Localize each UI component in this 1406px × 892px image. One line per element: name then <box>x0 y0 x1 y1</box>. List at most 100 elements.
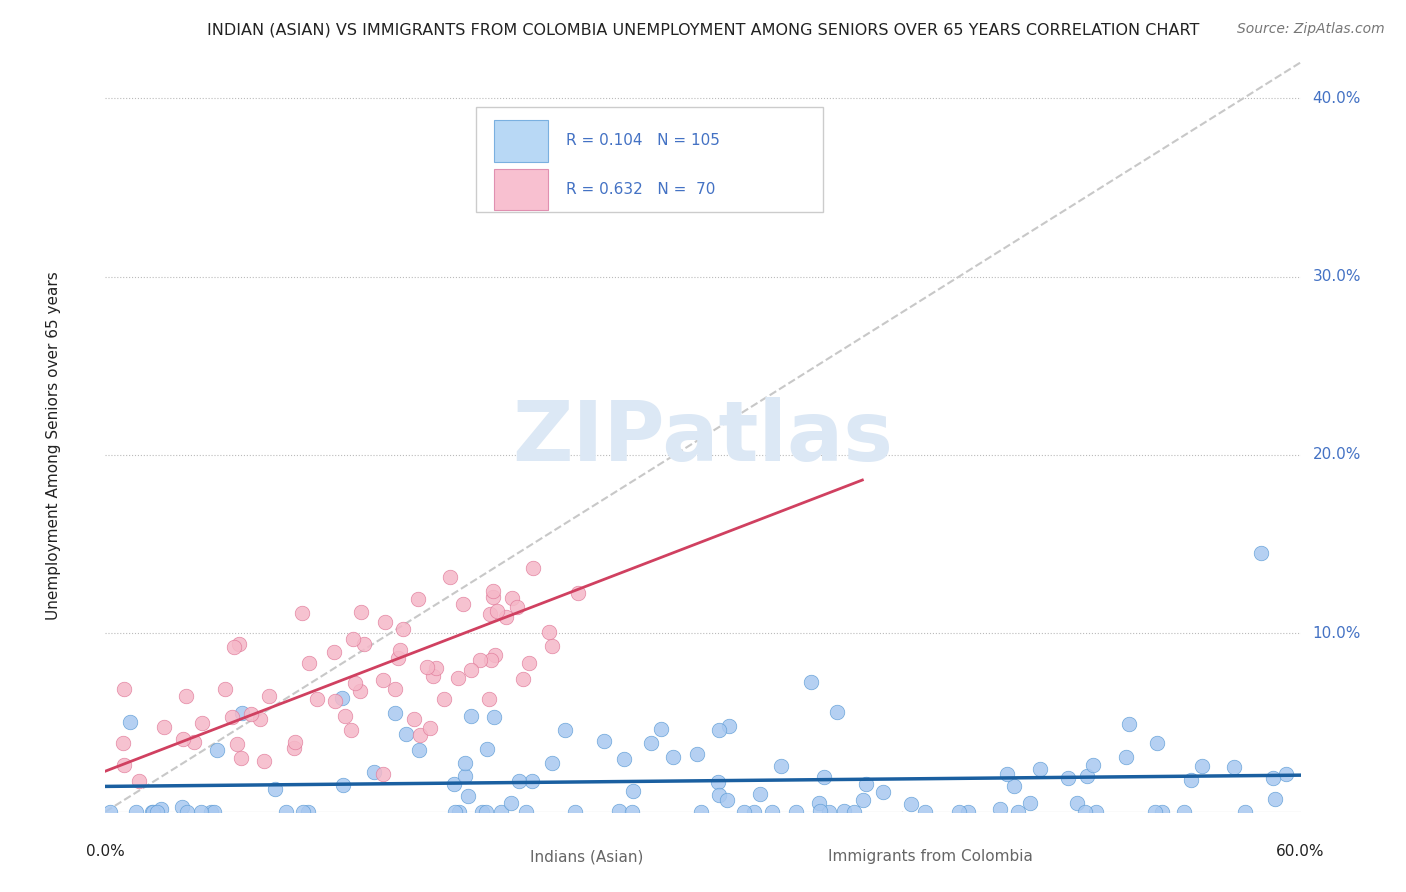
Point <box>142 805 165 819</box>
Text: Unemployment Among Seniors over 65 years: Unemployment Among Seniors over 65 years <box>46 272 60 620</box>
Point <box>468 653 491 667</box>
Point <box>141 805 163 819</box>
Point <box>298 656 321 670</box>
Point <box>363 764 385 779</box>
Point <box>146 805 169 819</box>
Point <box>443 777 465 791</box>
Point <box>416 659 439 673</box>
Point <box>98 805 121 819</box>
Point <box>1264 792 1286 806</box>
Point <box>852 793 875 807</box>
Point <box>716 792 738 806</box>
Point <box>457 789 479 804</box>
Point <box>453 598 475 612</box>
Point <box>501 591 523 606</box>
Point <box>808 804 831 818</box>
Point <box>374 615 396 629</box>
Point <box>128 774 150 789</box>
Point <box>564 805 586 819</box>
Point <box>471 805 494 819</box>
Point <box>125 805 148 819</box>
Point <box>350 605 373 619</box>
Point <box>900 797 922 811</box>
Point <box>176 805 198 819</box>
Point <box>200 805 222 819</box>
Point <box>253 754 276 768</box>
Point <box>650 722 672 736</box>
Text: R = 0.104   N = 105: R = 0.104 N = 105 <box>565 134 720 148</box>
Point <box>344 676 367 690</box>
Point <box>484 648 506 662</box>
Point <box>686 747 709 761</box>
Point <box>239 706 262 721</box>
Point <box>540 756 562 771</box>
Point <box>389 643 412 657</box>
Point <box>460 709 482 723</box>
Bar <box>780 842 823 871</box>
Point <box>342 632 364 647</box>
Point <box>228 637 250 651</box>
Point <box>662 749 685 764</box>
Point <box>813 770 835 784</box>
Point <box>475 742 498 756</box>
Point <box>748 788 770 802</box>
Point <box>221 710 243 724</box>
Text: Immigrants from Colombia: Immigrants from Colombia <box>828 849 1033 864</box>
Point <box>489 805 512 819</box>
Point <box>339 723 361 737</box>
Point <box>1066 796 1088 810</box>
Text: INDIAN (ASIAN) VS IMMIGRANTS FROM COLOMBIA UNEMPLOYMENT AMONG SENIORS OVER 65 YE: INDIAN (ASIAN) VS IMMIGRANTS FROM COLOMB… <box>207 22 1199 37</box>
Text: Source: ZipAtlas.com: Source: ZipAtlas.com <box>1237 22 1385 37</box>
Point <box>1019 797 1042 811</box>
Point <box>404 712 426 726</box>
Point <box>485 604 508 618</box>
Point <box>1233 805 1256 819</box>
Point <box>291 805 314 819</box>
Point <box>353 636 375 650</box>
Point <box>501 796 523 810</box>
Point <box>481 584 503 599</box>
Point <box>408 743 430 757</box>
Point <box>1118 716 1140 731</box>
Point <box>717 719 740 733</box>
Text: Indians (Asian): Indians (Asian) <box>530 849 643 864</box>
Point <box>855 777 877 791</box>
Point <box>395 727 418 741</box>
Point <box>387 650 409 665</box>
Point <box>808 797 831 811</box>
Point <box>332 779 354 793</box>
Bar <box>482 842 523 871</box>
Point <box>297 805 319 819</box>
Point <box>785 805 807 819</box>
Point <box>733 805 755 819</box>
Point <box>482 590 505 604</box>
Point <box>842 805 865 819</box>
Point <box>1084 805 1107 819</box>
Point <box>371 766 394 780</box>
Point <box>439 570 461 584</box>
Point <box>517 657 540 671</box>
Point <box>538 625 561 640</box>
Point <box>1191 759 1213 773</box>
Point <box>995 767 1018 781</box>
Point <box>409 728 432 742</box>
Point <box>283 741 305 756</box>
Point <box>205 742 228 756</box>
Text: 40.0%: 40.0% <box>1313 91 1361 105</box>
Point <box>553 723 575 738</box>
Text: 20.0%: 20.0% <box>1313 448 1361 462</box>
Point <box>330 690 353 705</box>
Point <box>495 610 517 624</box>
Point <box>392 622 415 636</box>
Point <box>183 735 205 749</box>
Text: 10.0%: 10.0% <box>1313 626 1361 640</box>
Point <box>623 784 645 798</box>
Bar <box>494 120 547 161</box>
Point <box>422 669 444 683</box>
Point <box>1250 546 1272 560</box>
Point <box>1115 750 1137 764</box>
Point <box>505 600 527 615</box>
Point <box>371 673 394 687</box>
Point <box>800 675 823 690</box>
Point <box>191 716 214 731</box>
